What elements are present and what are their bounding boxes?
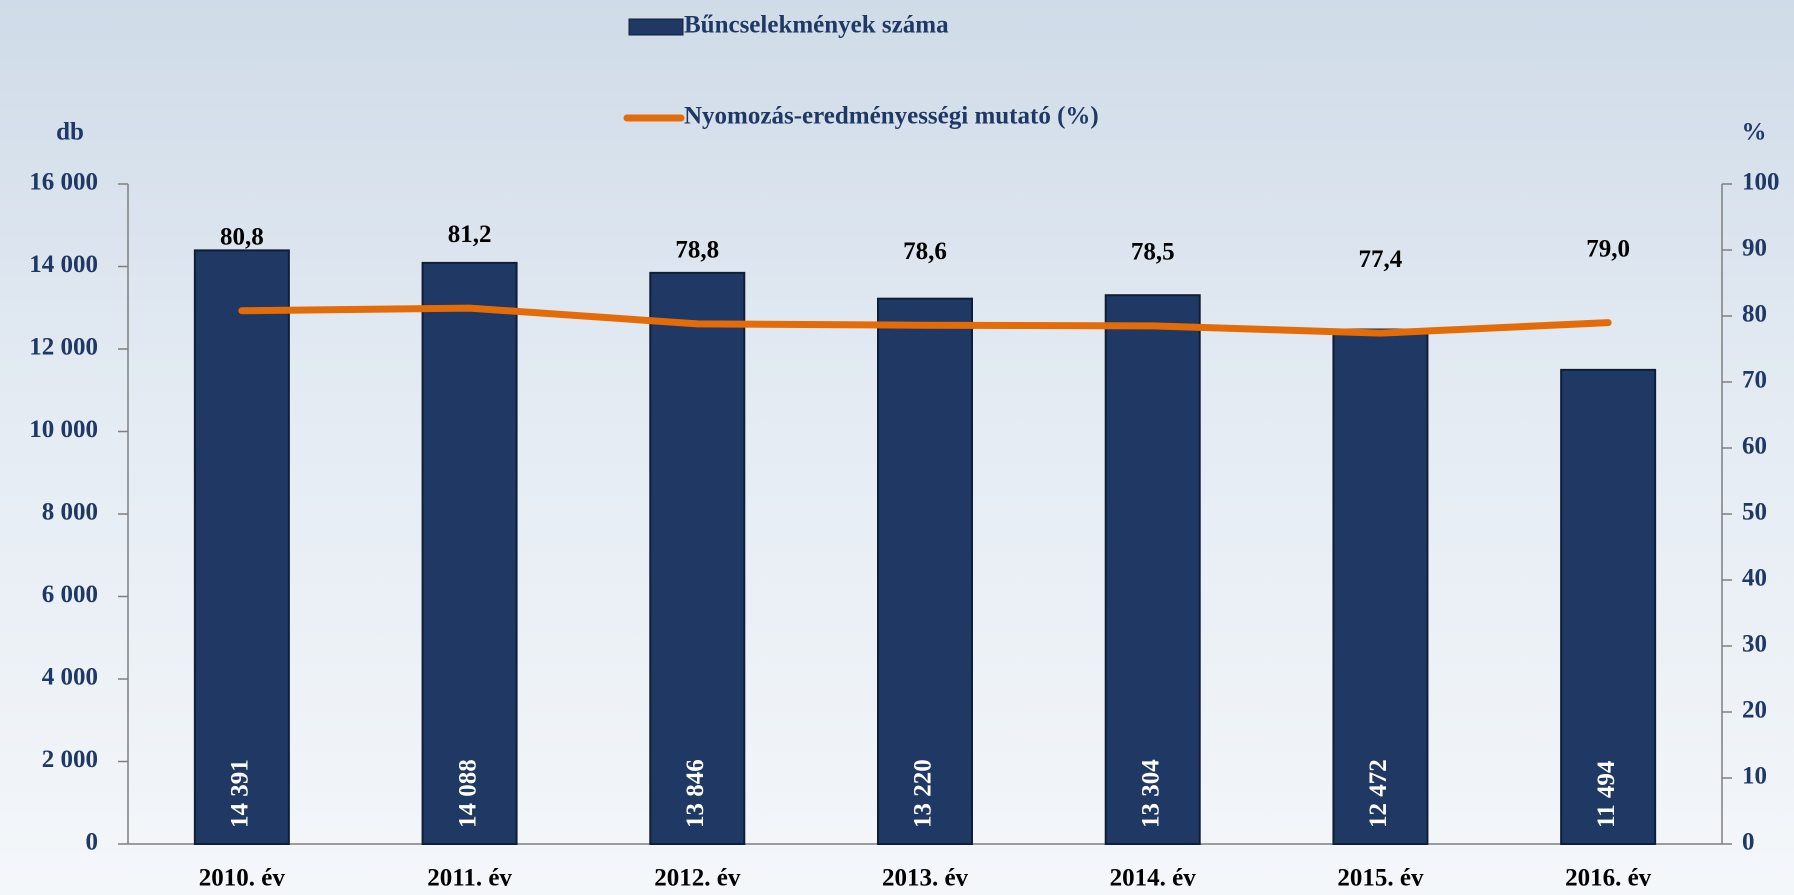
y2-tick-label: 100 — [1742, 169, 1780, 196]
y2-tick-label: 90 — [1742, 235, 1767, 262]
y2-tick-label: 80 — [1742, 301, 1767, 328]
chart: db % 0 2 000 4 000 6 000 8 000 10 000 12 000 14… — [0, 0, 1794, 895]
y2-tick-label: 50 — [1742, 499, 1767, 526]
x-tick-label: 2011. év — [427, 865, 512, 892]
bar-value-label: 11 494 — [1593, 760, 1620, 828]
legend-label: Nyomozás-eredményességi mutató (%) — [684, 103, 1099, 130]
y2-tick-label: 70 — [1742, 367, 1767, 394]
bar — [423, 263, 517, 844]
line-value-label: 77,4 — [1359, 246, 1403, 273]
bar-value-label: 13 304 — [1137, 759, 1164, 828]
line-value-label: 78,6 — [903, 238, 947, 265]
x-tick-label: 2016. év — [1565, 865, 1652, 892]
x-tick-label: 2015. év — [1337, 865, 1424, 892]
y-tick-label: 0 — [86, 829, 99, 856]
y2-tick-label: 30 — [1742, 631, 1767, 658]
legend-label: Bűncselekmények száma — [684, 12, 949, 39]
line-value-label: 78,8 — [675, 237, 719, 264]
y2-tick-label: 60 — [1742, 433, 1767, 460]
bar — [195, 250, 289, 844]
bar-value-label: 13 220 — [910, 759, 937, 828]
y2-tick-label: 40 — [1742, 565, 1767, 592]
bar-value-label: 14 391 — [227, 759, 254, 828]
y-axis-label: db — [56, 119, 84, 146]
legend-swatch — [629, 19, 683, 35]
line-value-label: 79,0 — [1586, 235, 1630, 262]
bar — [650, 273, 744, 844]
y-tick-label: 4 000 — [42, 664, 98, 691]
line-value-label: 81,2 — [448, 221, 492, 248]
y2-tick-label: 20 — [1742, 697, 1767, 724]
y-tick-label: 10 000 — [29, 416, 98, 443]
y-tick-label: 14 000 — [29, 251, 98, 278]
line-value-label: 80,8 — [220, 223, 264, 250]
y-tick-label: 16 000 — [29, 169, 98, 196]
bar-value-label: 14 088 — [454, 759, 481, 828]
y-tick-label: 2 000 — [42, 746, 98, 773]
x-tick-label: 2013. év — [882, 865, 969, 892]
line-value-label: 78,5 — [1131, 239, 1175, 266]
y-tick-label: 12 000 — [29, 334, 98, 361]
y-tick-label: 6 000 — [42, 581, 98, 608]
x-tick-label: 2014. év — [1110, 865, 1197, 892]
y-tick-label: 8 000 — [42, 499, 98, 526]
bar-value-label: 12 472 — [1365, 759, 1392, 828]
x-tick-label: 2010. év — [199, 865, 286, 892]
y2-tick-label: 10 — [1742, 763, 1767, 790]
y2-axis-label: % — [1742, 119, 1767, 146]
x-tick-label: 2012. év — [654, 865, 741, 892]
y2-tick-label: 0 — [1742, 829, 1755, 856]
bar-value-label: 13 846 — [682, 759, 709, 828]
